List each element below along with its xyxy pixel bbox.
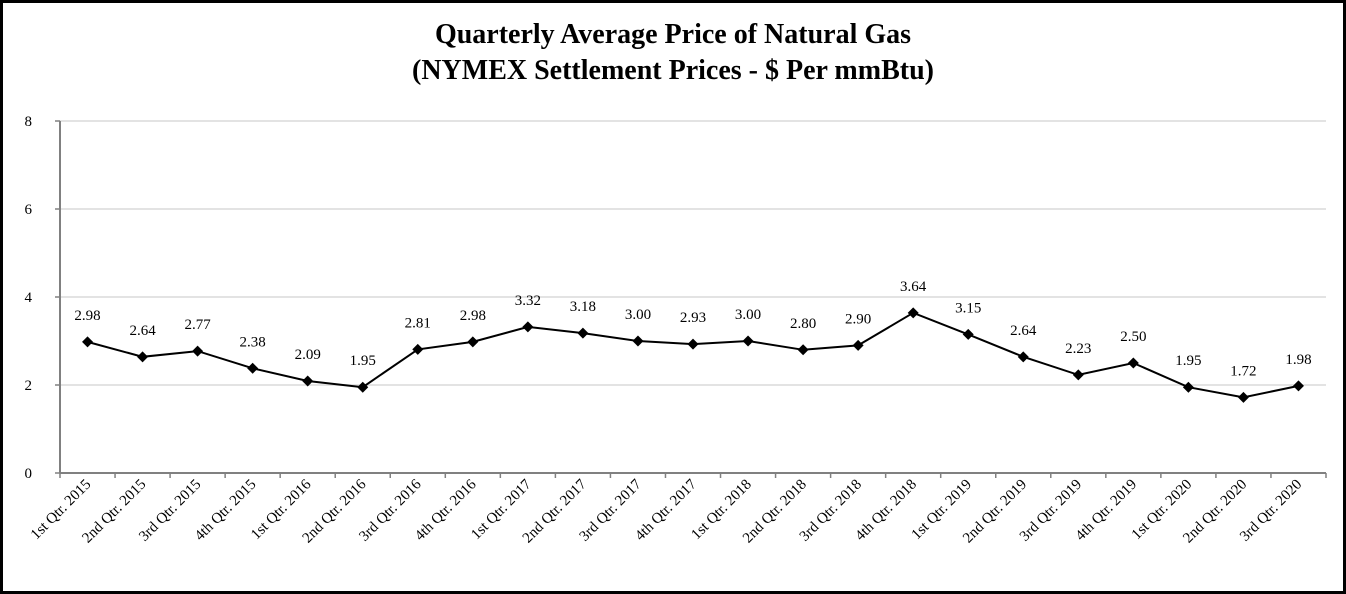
data-label: 1.95: [1175, 353, 1201, 369]
data-label: 3.32: [515, 293, 541, 309]
chart-subtitle: (NYMEX Settlement Prices - $ Per mmBtu): [412, 55, 934, 86]
data-label: 1.98: [1285, 352, 1311, 368]
data-label: 2.98: [460, 308, 486, 324]
data-label: 2.50: [1120, 329, 1146, 345]
data-label: 2.77: [184, 317, 211, 333]
price-series: [82, 307, 1304, 403]
data-point-marker: [1072, 369, 1084, 381]
data-labels: 2.98 2.64 2.77 2.38 2.09 1.95 2.81 2.98 3.32 3.18…: [74, 279, 1311, 379]
data-point-marker: [522, 321, 534, 333]
data-point-marker: [467, 336, 479, 348]
data-point-marker: [192, 345, 204, 357]
data-label: 2.98: [74, 308, 100, 324]
y-tick-label: 2: [25, 378, 33, 394]
data-point-marker: [1127, 357, 1139, 369]
data-label: 2.38: [240, 334, 266, 350]
data-label: 3.18: [570, 299, 596, 315]
data-point-marker: [1237, 391, 1249, 403]
gridlines: [60, 120, 1326, 386]
data-label: 1.95: [350, 353, 376, 369]
data-label: 2.64: [1010, 323, 1037, 339]
y-tick-label: 4: [25, 290, 33, 306]
data-point-marker: [852, 339, 864, 351]
data-point-marker: [687, 338, 699, 350]
data-point-marker: [247, 362, 259, 374]
data-point-marker: [1182, 381, 1194, 393]
data-point-marker: [907, 307, 919, 319]
y-tick-label: 0: [25, 466, 33, 482]
data-point-marker: [797, 344, 809, 356]
data-point-marker: [302, 375, 314, 387]
chart-title: Quarterly Average Price of Natural Gas: [435, 19, 911, 50]
data-point-marker: [82, 336, 94, 348]
data-label: 2.90: [845, 311, 871, 327]
line-chart: Quarterly Average Price of Natural Gas (…: [25, 19, 1327, 546]
data-point-marker: [1017, 351, 1029, 363]
data-point-marker: [962, 328, 974, 340]
data-label: 2.09: [295, 347, 321, 363]
data-label: 2.23: [1065, 341, 1091, 357]
data-label: 2.81: [405, 315, 431, 331]
data-label: 1.72: [1230, 363, 1256, 379]
axes: 0 2 4 6 8: [25, 114, 1327, 482]
y-tick-label: 8: [25, 114, 33, 130]
data-label: 3.00: [735, 307, 761, 323]
data-label: 2.64: [129, 323, 156, 339]
y-tick-label: 6: [25, 202, 33, 218]
data-point-marker: [577, 327, 589, 339]
data-point-marker: [357, 381, 369, 393]
data-label: 2.80: [790, 316, 816, 332]
data-point-marker: [632, 335, 644, 347]
data-point-marker: [137, 351, 149, 363]
data-point-marker: [1292, 380, 1304, 392]
data-label: 3.64: [900, 279, 927, 295]
data-label: 2.93: [680, 310, 706, 326]
data-label: 3.00: [625, 307, 651, 323]
data-point-marker: [742, 335, 754, 347]
data-point-marker: [412, 343, 424, 355]
data-label: 3.15: [955, 300, 981, 316]
